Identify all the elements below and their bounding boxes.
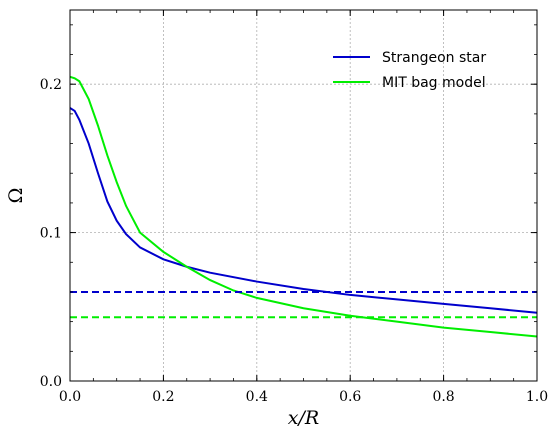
- y-tick-label: 0.0: [40, 374, 62, 390]
- axis-tick-labels: 0.0 0.2 0.4 0.6 0.8 1.0 0.0 0.1 0.2: [40, 77, 548, 405]
- x-tick-label: 1.0: [526, 389, 548, 405]
- legend-label: Strangeon star: [382, 50, 486, 66]
- x-tick-label: 0.8: [432, 389, 454, 405]
- y-tick-label: 0.1: [40, 226, 62, 242]
- mit-bag-model-line: [69, 75, 538, 338]
- y-tick-label: 0.2: [40, 77, 62, 93]
- x-tick-label: 0.6: [339, 389, 361, 405]
- x-tick-label: 0.2: [152, 389, 174, 405]
- axis-ticks: [69, 10, 538, 382]
- legend-label: MIT bag model: [382, 75, 486, 91]
- x-tick-label: 0.0: [59, 389, 81, 405]
- y-axis-label: Ω: [5, 188, 27, 204]
- series-lines: [69, 75, 538, 338]
- x-axis-label: x/R: [288, 407, 319, 429]
- x-tick-label: 0.4: [246, 389, 268, 405]
- strangeon-star-line: [69, 107, 538, 314]
- legend: Strangeon star MIT bag model: [333, 50, 486, 91]
